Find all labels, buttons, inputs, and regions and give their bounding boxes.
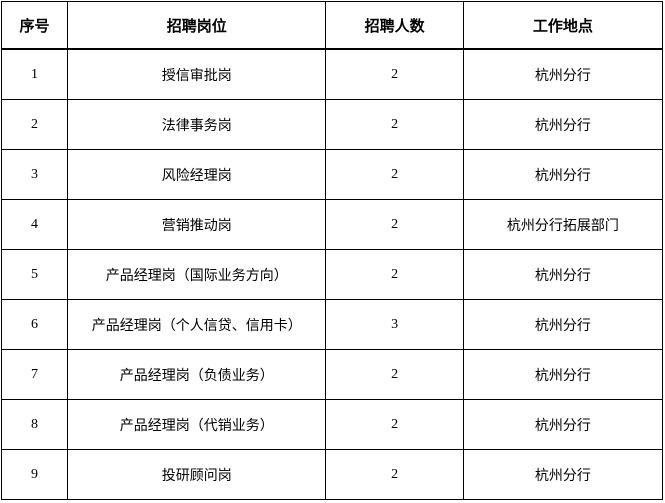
- cell-index: 2: [0, 99, 69, 150]
- cell-location: 杭州分行: [462, 449, 664, 500]
- table-row: 9 投研顾问岗 2 杭州分行: [0, 449, 664, 500]
- table-row: 4 营销推动岗 2 杭州分行拓展部门: [0, 199, 664, 250]
- cell-position: 产品经理岗（国际业务方向）: [67, 249, 327, 300]
- cell-index: 4: [0, 199, 69, 250]
- cell-location: 杭州分行: [462, 399, 664, 450]
- cell-position: 授信审批岗: [67, 48, 327, 100]
- cell-location: 杭州分行: [462, 99, 664, 150]
- table-row: 8 产品经理岗（代销业务） 2 杭州分行: [0, 399, 664, 450]
- table-row: 2 法律事务岗 2 杭州分行: [0, 99, 664, 150]
- cell-position: 风险经理岗: [67, 149, 327, 200]
- table-row: 1 授信审批岗 2 杭州分行: [0, 48, 664, 100]
- cell-count: 3: [325, 299, 464, 350]
- cell-index: 9: [0, 449, 69, 500]
- cell-count: 2: [325, 399, 464, 450]
- cell-position: 产品经理岗（个人信贷、信用卡）: [67, 299, 327, 350]
- cell-index: 3: [0, 149, 69, 200]
- cell-count: 2: [325, 249, 464, 300]
- table-row: 7 产品经理岗（负债业务） 2 杭州分行: [0, 349, 664, 400]
- cell-index: 7: [0, 349, 69, 400]
- cell-count: 2: [325, 349, 464, 400]
- cell-location: 杭州分行: [462, 149, 664, 200]
- header-count: 招聘人数: [325, 1, 464, 50]
- cell-location: 杭州分行: [462, 48, 664, 100]
- header-index: 序号: [0, 1, 69, 50]
- table-row: 3 风险经理岗 2 杭州分行: [0, 149, 664, 200]
- cell-count: 2: [325, 99, 464, 150]
- cell-position: 产品经理岗（代销业务）: [67, 399, 327, 450]
- cell-location: 杭州分行: [462, 349, 664, 400]
- cell-location: 杭州分行: [462, 249, 664, 300]
- cell-index: 8: [0, 399, 69, 450]
- cell-index: 6: [0, 299, 69, 350]
- cell-location: 杭州分行: [462, 299, 664, 350]
- cell-index: 5: [0, 249, 69, 300]
- cell-position: 营销推动岗: [67, 199, 327, 250]
- table-row: 5 产品经理岗（国际业务方向） 2 杭州分行: [0, 249, 664, 300]
- cell-count: 2: [325, 449, 464, 500]
- cell-position: 投研顾问岗: [67, 449, 327, 500]
- cell-location: 杭州分行拓展部门: [462, 199, 664, 250]
- cell-position: 产品经理岗（负债业务）: [67, 349, 327, 400]
- cell-count: 2: [325, 149, 464, 200]
- header-row: 序号 招聘岗位 招聘人数 工作地点: [0, 1, 664, 50]
- cell-position: 法律事务岗: [67, 99, 327, 150]
- header-location: 工作地点: [462, 1, 664, 50]
- header-position: 招聘岗位: [67, 1, 327, 50]
- cell-count: 2: [325, 199, 464, 250]
- cell-count: 2: [325, 48, 464, 100]
- cell-index: 1: [0, 48, 69, 100]
- table-row: 6 产品经理岗（个人信贷、信用卡） 3 杭州分行: [0, 299, 664, 350]
